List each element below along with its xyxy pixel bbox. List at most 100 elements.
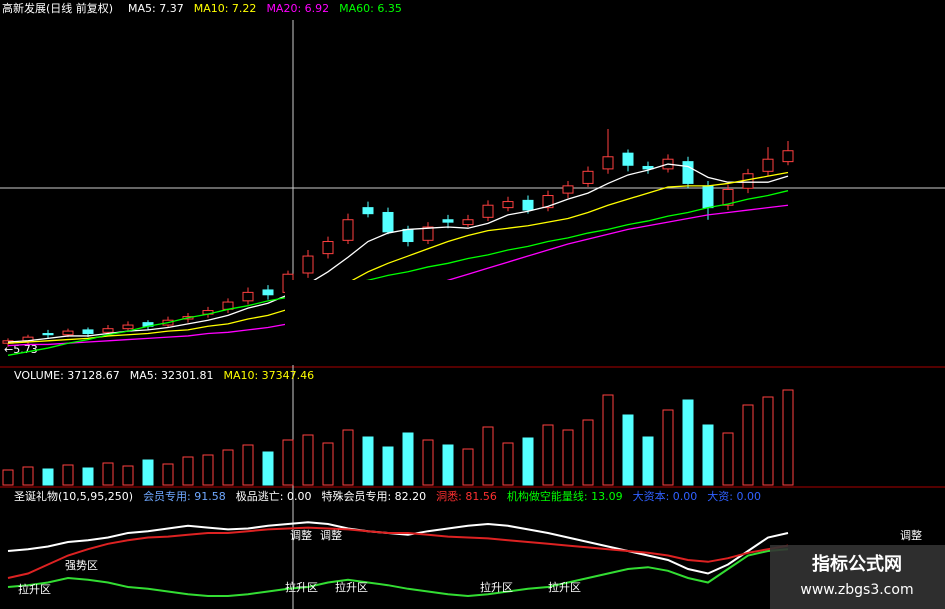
volume-bar xyxy=(622,414,634,486)
watermark-title: 指标公式网 xyxy=(812,553,902,575)
volume-bar xyxy=(642,436,654,486)
volume-bar xyxy=(762,396,774,486)
indicator-legend: 大资本: 0.00 xyxy=(633,489,698,503)
volume-bar xyxy=(602,394,614,486)
volume-bar xyxy=(542,424,554,486)
volume-bar xyxy=(2,469,14,486)
candle-body xyxy=(722,188,734,206)
candle-body xyxy=(702,185,714,209)
volume-bar xyxy=(342,429,354,486)
volume-bar xyxy=(362,436,374,486)
candle-body xyxy=(562,185,574,194)
candle-body xyxy=(602,156,614,170)
candle-body xyxy=(522,199,534,211)
candle-body xyxy=(442,219,454,223)
zone-label: 拉升区 xyxy=(18,582,51,596)
volume-bar xyxy=(522,437,534,486)
volume-bar xyxy=(742,404,754,486)
candle-body xyxy=(42,333,54,336)
candle-body xyxy=(322,241,334,255)
watermark-box xyxy=(770,545,945,609)
zone-label: 拉升区 xyxy=(480,580,513,594)
candle-body xyxy=(242,291,254,302)
volume-bar xyxy=(282,439,294,486)
candle-body xyxy=(362,207,374,215)
ma-legend: MA20: 6.92 xyxy=(266,2,329,15)
indicator-line xyxy=(7,526,789,579)
volume-bar xyxy=(422,439,434,486)
volume-bar xyxy=(62,464,74,486)
candle-body xyxy=(582,170,594,184)
candle-body xyxy=(102,328,114,333)
indicator-legend: 洞悉: 81.56 xyxy=(436,490,497,503)
candle-body xyxy=(302,255,314,274)
ma-line xyxy=(7,190,789,356)
candle-body xyxy=(542,195,554,209)
zone-label: 拉升区 xyxy=(548,580,581,594)
candle-body xyxy=(122,324,134,330)
candle-body xyxy=(782,150,794,163)
indicator-legend: 圣诞礼物(10,5,95,250) xyxy=(14,489,133,503)
volume-bar xyxy=(222,449,234,486)
volume-legend: MA10: 37347.46 xyxy=(223,369,314,382)
candle-body xyxy=(342,219,354,241)
zone-label: 调整 xyxy=(900,528,922,542)
stock-title: 高新发展(日线 前复权) xyxy=(2,1,113,15)
volume-bar xyxy=(442,444,454,486)
indicator-legend: 特殊会员专用: 82.20 xyxy=(321,489,426,503)
candle-body xyxy=(622,152,634,166)
volume-bar xyxy=(142,459,154,486)
volume-bar xyxy=(242,444,254,486)
volume-bar xyxy=(562,429,574,486)
volume-bar xyxy=(262,451,274,486)
zone-label: 强势区 xyxy=(65,559,98,572)
candle-body xyxy=(462,219,474,226)
volume-bar xyxy=(382,446,394,486)
ma-legend: MA10: 7.22 xyxy=(194,2,257,15)
indicator-line xyxy=(7,548,789,598)
candle-body xyxy=(502,201,514,209)
volume-bar xyxy=(582,419,594,486)
indicator-legend: 机构做空能量线: 13.09 xyxy=(507,489,623,503)
volume-bar xyxy=(662,409,674,486)
volume-bar xyxy=(402,432,414,486)
volume-bar xyxy=(682,399,694,486)
candle-body xyxy=(262,289,274,296)
ma-line xyxy=(7,163,789,343)
zone-label: 拉升区 xyxy=(285,580,318,594)
volume-bar xyxy=(122,465,134,486)
candle-body xyxy=(482,204,494,218)
candle-body xyxy=(402,228,414,243)
ma-legend: MA5: 7.37 xyxy=(128,2,184,15)
volume-bar xyxy=(722,432,734,486)
candle-body xyxy=(762,158,774,172)
candle-body xyxy=(422,226,434,241)
volume-bar xyxy=(482,426,494,486)
indicator-legend: 会员专用: 91.58 xyxy=(143,489,226,503)
watermark: 指标公式网 www.zbgs3.com xyxy=(770,545,945,609)
volume-bar xyxy=(22,466,34,486)
volume-bar xyxy=(502,442,514,486)
volume-bar xyxy=(782,389,794,486)
volume-bar xyxy=(162,463,174,486)
ma-line xyxy=(7,171,789,344)
volume-bar xyxy=(322,442,334,486)
candle-body xyxy=(382,211,394,233)
candle-body xyxy=(682,161,694,184)
zone-label: 调整 xyxy=(320,528,342,542)
indicator-legend: 极品逃亡: 0.00 xyxy=(236,489,312,503)
volume-bar xyxy=(202,454,214,486)
mask xyxy=(285,280,520,365)
candle-body xyxy=(82,329,94,335)
zone-label: 调整 xyxy=(290,528,312,542)
watermark-url: www.zbgs3.com xyxy=(800,582,913,598)
volume-bar xyxy=(82,467,94,486)
volume-bar xyxy=(302,434,314,486)
volume-bar xyxy=(42,468,54,486)
zone-label: 拉升区 xyxy=(335,580,368,594)
volume-bar xyxy=(182,456,194,486)
candle-body xyxy=(62,330,74,336)
volume-bar xyxy=(702,424,714,486)
candle-body xyxy=(642,165,654,170)
